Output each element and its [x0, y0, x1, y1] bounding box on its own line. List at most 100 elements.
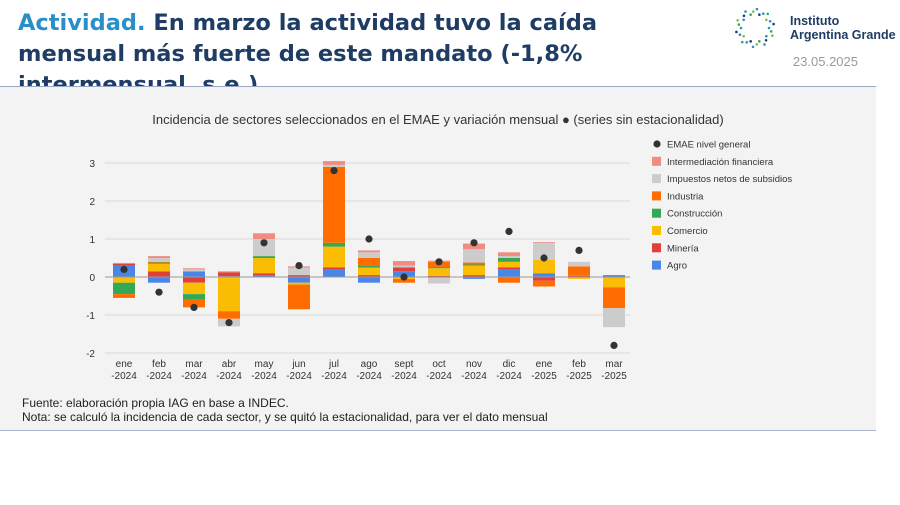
bar-impuestos-netos-de-subsidios: [148, 258, 170, 262]
bar-intermediacion-financiera: [113, 262, 135, 264]
bar-mineria: [428, 275, 450, 277]
bar-agro: [603, 275, 625, 277]
bar-comercio: [358, 267, 380, 276]
bar-agro: [323, 269, 345, 277]
bar-mineria: [253, 273, 275, 276]
bar-comercio: [533, 259, 555, 274]
legend-swatch: [652, 260, 661, 270]
bar-industria: [393, 278, 415, 283]
legend-label: Construcción: [667, 209, 722, 220]
bar-impuestos-netos-de-subsidios: [358, 252, 380, 258]
bar-industria: [148, 261, 170, 263]
bar-intermediacion-financiera: [323, 161, 345, 165]
x-tick-label: oct: [432, 359, 446, 370]
bar-industria: [358, 258, 380, 266]
bar-mineria: [533, 277, 555, 281]
y-tick-label: 1: [89, 235, 95, 246]
header-divider: [0, 86, 876, 87]
emae-point: [190, 303, 198, 311]
emae-point: [575, 246, 583, 254]
bar-comercio: [603, 277, 625, 288]
emae-point: [365, 235, 373, 243]
publish-date: 23.05.2025: [792, 54, 858, 69]
x-tick-label-year: -2024: [181, 371, 207, 382]
bar-comercio: [463, 265, 485, 276]
bar-industria: [113, 294, 135, 298]
bar-agro: [463, 277, 485, 279]
bar-mineria: [463, 275, 485, 277]
bar-impuestos-netos-de-subsidios: [533, 242, 555, 260]
bar-impuestos-netos-de-subsidios: [253, 239, 275, 257]
x-tick-label: jul: [328, 359, 339, 370]
x-tick-label-year: -2025: [531, 371, 557, 382]
bar-agro: [183, 271, 205, 277]
x-tick-label-year: -2024: [146, 371, 172, 382]
bar-impuestos-netos-de-subsidios: [463, 249, 485, 263]
bar-impuestos-netos-de-subsidios: [498, 256, 520, 258]
emae-point: [435, 258, 443, 266]
bar-industria: [533, 280, 555, 287]
bar-mineria: [393, 267, 415, 272]
emae-point: [225, 319, 233, 327]
bar-intermediacion-financiera: [183, 268, 205, 270]
bar-comercio: [183, 282, 205, 295]
legend-label: EMAE nivel general: [667, 140, 750, 151]
emae-point: [260, 239, 268, 247]
bar-comercio: [218, 277, 240, 312]
x-tick-label: ene: [536, 359, 553, 370]
bar-construccion: [113, 282, 135, 295]
bar-industria: [323, 166, 345, 243]
x-tick-label-year: -2024: [321, 371, 347, 382]
bar-intermediacion-financiera: [533, 242, 555, 243]
bar-impuestos-netos-de-subsidios: [183, 269, 205, 272]
legend-swatch: [652, 191, 661, 201]
bar-mineria: [568, 275, 590, 277]
bar-intermediacion-financiera: [358, 250, 380, 253]
bar-mineria: [218, 272, 240, 277]
x-tick-label-year: -2024: [216, 371, 242, 382]
bar-agro: [288, 277, 310, 283]
bar-mineria: [323, 267, 345, 270]
x-tick-label: may: [255, 359, 274, 370]
bar-comercio: [568, 277, 590, 279]
bar-construccion: [498, 258, 520, 262]
legend-swatch: [652, 226, 661, 235]
legend-swatch: [652, 208, 661, 218]
x-tick-label: mar: [605, 359, 623, 370]
bar-impuestos-netos-de-subsidios: [393, 265, 415, 268]
emae-point: [400, 273, 408, 281]
chart-title: Incidencia de sectores seleccionados en …: [152, 112, 724, 127]
x-tick-label-year: -2024: [251, 371, 277, 382]
title-accent: Actividad.: [18, 10, 146, 36]
bar-industria: [183, 299, 205, 308]
x-tick-label: sept: [395, 359, 414, 370]
bar-industria: [463, 262, 485, 265]
y-tick-label: -1: [86, 311, 95, 322]
bar-intermediacion-financiera: [148, 256, 170, 258]
bar-mineria: [113, 263, 135, 266]
bar-impuestos-netos-de-subsidios: [428, 277, 450, 284]
legend-label: Intermediación financiera: [667, 157, 774, 168]
bar-intermediacion-financiera: [218, 271, 240, 273]
legend-swatch: [652, 243, 661, 253]
x-tick-label: abr: [222, 359, 237, 370]
legend-label: Comercio: [667, 226, 708, 237]
brand-name: Instituto Argentina Grande: [790, 14, 896, 42]
page-title: Actividad. En marzo la actividad tuvo la…: [18, 8, 698, 101]
brand-line-1: Instituto: [790, 14, 840, 28]
legend-label: Impuestos netos de subsidios: [667, 174, 792, 185]
bar-mineria: [358, 275, 380, 277]
x-tick-label: jun: [291, 359, 305, 370]
bar-mineria: [288, 275, 310, 277]
emae-point: [470, 239, 478, 247]
bar-impuestos-netos-de-subsidios: [603, 308, 625, 328]
bar-mineria: [183, 277, 205, 283]
emae-point: [120, 265, 128, 273]
x-tick-label: mar: [185, 359, 203, 370]
y-tick-label: -2: [86, 349, 95, 360]
legend-marker-emae: [653, 140, 661, 148]
bar-agro: [253, 275, 275, 277]
x-tick-label: ene: [116, 359, 133, 370]
bar-construccion: [428, 267, 450, 269]
